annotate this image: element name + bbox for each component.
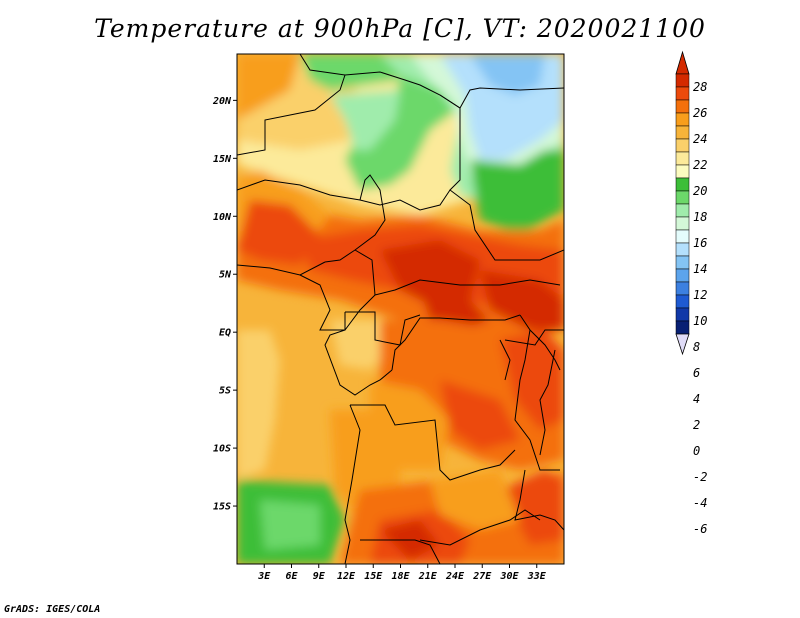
colorbar-label: 20 bbox=[693, 184, 707, 198]
colorbar-label: 4 bbox=[693, 392, 700, 406]
colorbar-under-triangle bbox=[675, 333, 690, 356]
colorbar-swatch bbox=[675, 190, 690, 205]
colorbar-swatch bbox=[675, 86, 690, 101]
colorbar-label: 6 bbox=[693, 366, 700, 380]
lon-tick-label: 24E bbox=[445, 571, 465, 582]
colorbar-swatch bbox=[675, 151, 690, 166]
lat-tick-label: 20N bbox=[212, 96, 232, 107]
colorbar-swatch bbox=[675, 281, 690, 296]
lat-tick-label: EQ bbox=[219, 328, 231, 339]
colorbar-swatch bbox=[675, 125, 690, 140]
lon-tick-label: 15E bbox=[364, 571, 383, 582]
lon-tick-label: 12E bbox=[337, 571, 356, 582]
lon-tick-label: 21E bbox=[418, 571, 438, 582]
lon-tick-label: 6E bbox=[285, 571, 298, 582]
colorbar-swatch bbox=[675, 307, 690, 322]
colorbar-swatch bbox=[675, 242, 690, 257]
lat-tick-label: 5N bbox=[219, 270, 232, 281]
lon-tick-label: 27E bbox=[472, 571, 492, 582]
colorbar-swatch bbox=[675, 112, 690, 127]
colorbar-label: 28 bbox=[693, 80, 707, 94]
lat-tick-label: 15S bbox=[213, 502, 231, 513]
colorbar-label: 14 bbox=[693, 262, 707, 276]
country-borders bbox=[237, 54, 564, 564]
lon-tick-label: 18E bbox=[391, 571, 410, 582]
grads-credit: GrADS: IGES/COLA bbox=[4, 604, 101, 615]
colorbar-label: 18 bbox=[693, 210, 707, 224]
colorbar-label: 22 bbox=[693, 158, 707, 172]
colorbar-label: 24 bbox=[693, 132, 707, 146]
colorbar-label: 16 bbox=[693, 236, 707, 250]
colorbar-swatch bbox=[675, 164, 690, 179]
colorbar-swatch bbox=[675, 177, 690, 192]
colorbar-swatch bbox=[675, 99, 690, 114]
lon-tick-label: 3E bbox=[257, 571, 271, 582]
colorbar-label: 0 bbox=[693, 444, 700, 458]
colorbar-label: 26 bbox=[693, 106, 707, 120]
temperature-field bbox=[237, 54, 564, 564]
colorbar-label: 2 bbox=[693, 418, 700, 432]
latitude-axis: 20N 15N 10N 5N EQ 5S 10S 15S bbox=[212, 96, 237, 513]
colorbar-label: -6 bbox=[693, 522, 707, 536]
colorbar-label: -4 bbox=[693, 496, 707, 510]
colorbar-swatch bbox=[675, 294, 690, 309]
colorbar-swatch bbox=[675, 268, 690, 283]
colorbar-label: 12 bbox=[693, 288, 707, 302]
colorbar-swatch bbox=[675, 203, 690, 218]
colorbar-over-triangle bbox=[675, 50, 690, 75]
lat-tick-label: 10S bbox=[213, 444, 231, 455]
chart-title: Temperature at 900hPa [C], VT: 202002110… bbox=[94, 14, 706, 43]
lat-tick-label: 10N bbox=[213, 212, 232, 223]
colorbar-swatch bbox=[675, 229, 690, 244]
lat-tick-label: 5S bbox=[219, 386, 231, 397]
lat-tick-label: 15N bbox=[213, 154, 232, 165]
colorbar-swatch bbox=[675, 138, 690, 153]
colorbar-label: -2 bbox=[693, 470, 707, 484]
lon-tick-label: 30E bbox=[499, 571, 519, 582]
colorbar-label: 8 bbox=[693, 340, 700, 354]
colorbar-label: 10 bbox=[693, 314, 707, 328]
lon-tick-label: 33E bbox=[527, 571, 547, 582]
colorbar-swatch bbox=[675, 320, 690, 335]
lon-tick-label: 9E bbox=[313, 571, 326, 582]
colorbar-swatch bbox=[675, 73, 690, 88]
colorbar-swatch bbox=[675, 216, 690, 231]
longitude-axis: 3E 6E 9E 12E 15E 18E 21E 24E 27E 30E 33E bbox=[257, 564, 547, 582]
colorbar-swatch bbox=[675, 255, 690, 270]
